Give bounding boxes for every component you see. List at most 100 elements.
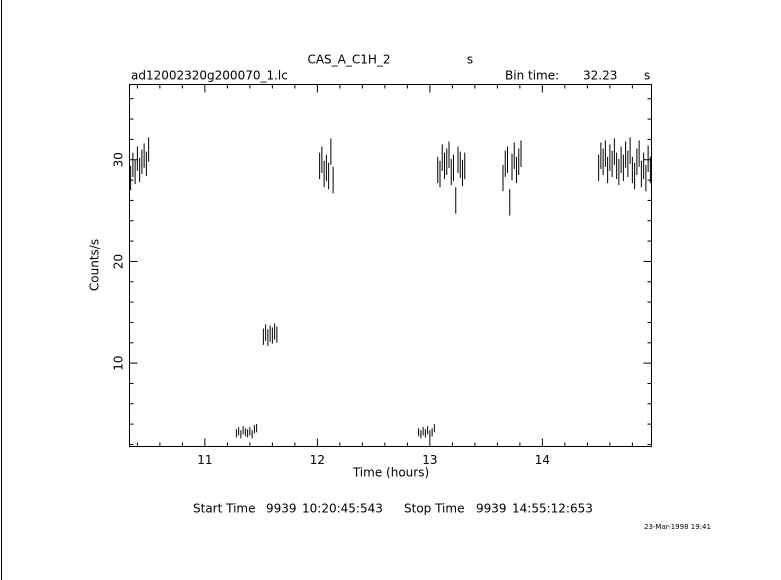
- file-name: ad12002320g200070_1.lc: [131, 69, 288, 83]
- error-bar: [424, 429, 426, 438]
- error-bar: [132, 152, 134, 178]
- error-bar: [638, 140, 640, 167]
- error-bar: [455, 187, 457, 214]
- y-tick-label: 30: [112, 152, 126, 167]
- error-bar: [625, 141, 627, 168]
- error-bar: [613, 138, 615, 165]
- error-bar: [429, 430, 431, 439]
- error-bar: [265, 324, 267, 341]
- error-bar: [518, 148, 520, 175]
- error-bar: [640, 160, 642, 188]
- error-bar: [141, 149, 143, 174]
- error-bar: [647, 145, 649, 172]
- error-bar: [464, 152, 466, 180]
- error-bar: [461, 159, 464, 187]
- error-bar: [238, 427, 240, 436]
- y-axis-label: Counts/s: [88, 239, 102, 291]
- bin-time-label: Bin time:: [505, 69, 559, 83]
- error-bar: [143, 143, 145, 168]
- error-bar: [520, 140, 522, 167]
- error-bar: [504, 150, 506, 178]
- error-bar: [242, 426, 244, 435]
- error-bar: [636, 148, 638, 175]
- error-bar: [443, 152, 446, 180]
- error-bar: [276, 326, 278, 343]
- error-bar: [267, 329, 269, 346]
- x-tick-label: 13: [422, 453, 437, 467]
- title-unit: s: [467, 53, 473, 67]
- error-bar: [450, 158, 452, 186]
- error-bar: [244, 428, 246, 437]
- plot-date: 23-Mar-1998 19:41: [644, 523, 711, 531]
- error-bar: [330, 138, 332, 165]
- error-bar: [631, 156, 633, 184]
- stop-label: Stop Time: [404, 502, 464, 516]
- start-time: 10:20:45:543: [302, 502, 383, 516]
- error-bar: [420, 430, 422, 439]
- error-bar: [602, 148, 604, 175]
- error-bar: [328, 162, 330, 190]
- error-bar: [611, 150, 613, 178]
- error-bar: [136, 146, 138, 171]
- bin-time: 32.23: [583, 69, 617, 83]
- error-bar: [600, 142, 602, 169]
- error-bar: [598, 154, 600, 182]
- error-bar: [431, 428, 433, 437]
- error-bar: [251, 430, 253, 439]
- error-bar: [437, 156, 439, 184]
- x-tick-label: 14: [535, 453, 550, 467]
- error-bar: [247, 429, 249, 438]
- error-bar: [448, 141, 450, 168]
- error-bar: [433, 424, 435, 433]
- error-bar: [441, 144, 443, 171]
- error-bar: [427, 426, 429, 435]
- y-tick-label: 20: [112, 254, 126, 269]
- error-bar: [240, 430, 242, 439]
- error-bar: [439, 160, 441, 188]
- error-bar: [422, 427, 424, 436]
- error-bar: [262, 328, 264, 345]
- error-bar: [629, 137, 631, 164]
- error-bar: [319, 152, 321, 180]
- error-bar: [325, 154, 327, 182]
- error-bar: [620, 146, 622, 173]
- chart-title: CAS_A_C1H_2: [307, 53, 390, 67]
- error-bar: [323, 160, 325, 188]
- stop-time: 14:55:12:653: [512, 502, 593, 516]
- error-bar: [446, 148, 448, 175]
- error-bar: [235, 429, 237, 438]
- error-bar: [618, 158, 620, 186]
- error-bar: [607, 156, 609, 184]
- error-bar: [271, 327, 273, 344]
- error-bar: [256, 424, 258, 433]
- error-bar: [515, 156, 518, 184]
- start-label: Start Time: [193, 502, 256, 516]
- error-bar: [321, 146, 323, 173]
- y-tick-label: 10: [112, 355, 126, 370]
- x-tick-label: 11: [197, 453, 212, 467]
- error-bar: [616, 152, 618, 180]
- bin-time-unit: s: [644, 69, 650, 83]
- error-bar: [622, 154, 624, 182]
- error-bar: [253, 425, 255, 434]
- start-day: 9939: [266, 502, 297, 516]
- x-axis-label: Time (hours): [352, 466, 429, 480]
- error-bar: [649, 156, 651, 184]
- x-tick-label: 12: [310, 453, 325, 467]
- error-bar: [269, 325, 271, 342]
- error-bar: [604, 140, 606, 167]
- stop-day: 9939: [476, 502, 507, 516]
- error-bar: [148, 137, 150, 162]
- error-bar: [452, 154, 455, 182]
- error-bar: [457, 146, 459, 173]
- error-bar: [509, 189, 511, 216]
- error-bar: [332, 166, 334, 194]
- error-bar: [634, 162, 636, 190]
- error-bar: [134, 159, 136, 185]
- error-bar: [645, 164, 647, 192]
- error-bar: [130, 165, 132, 191]
- error-bar: [627, 150, 629, 178]
- error-bar: [609, 144, 611, 171]
